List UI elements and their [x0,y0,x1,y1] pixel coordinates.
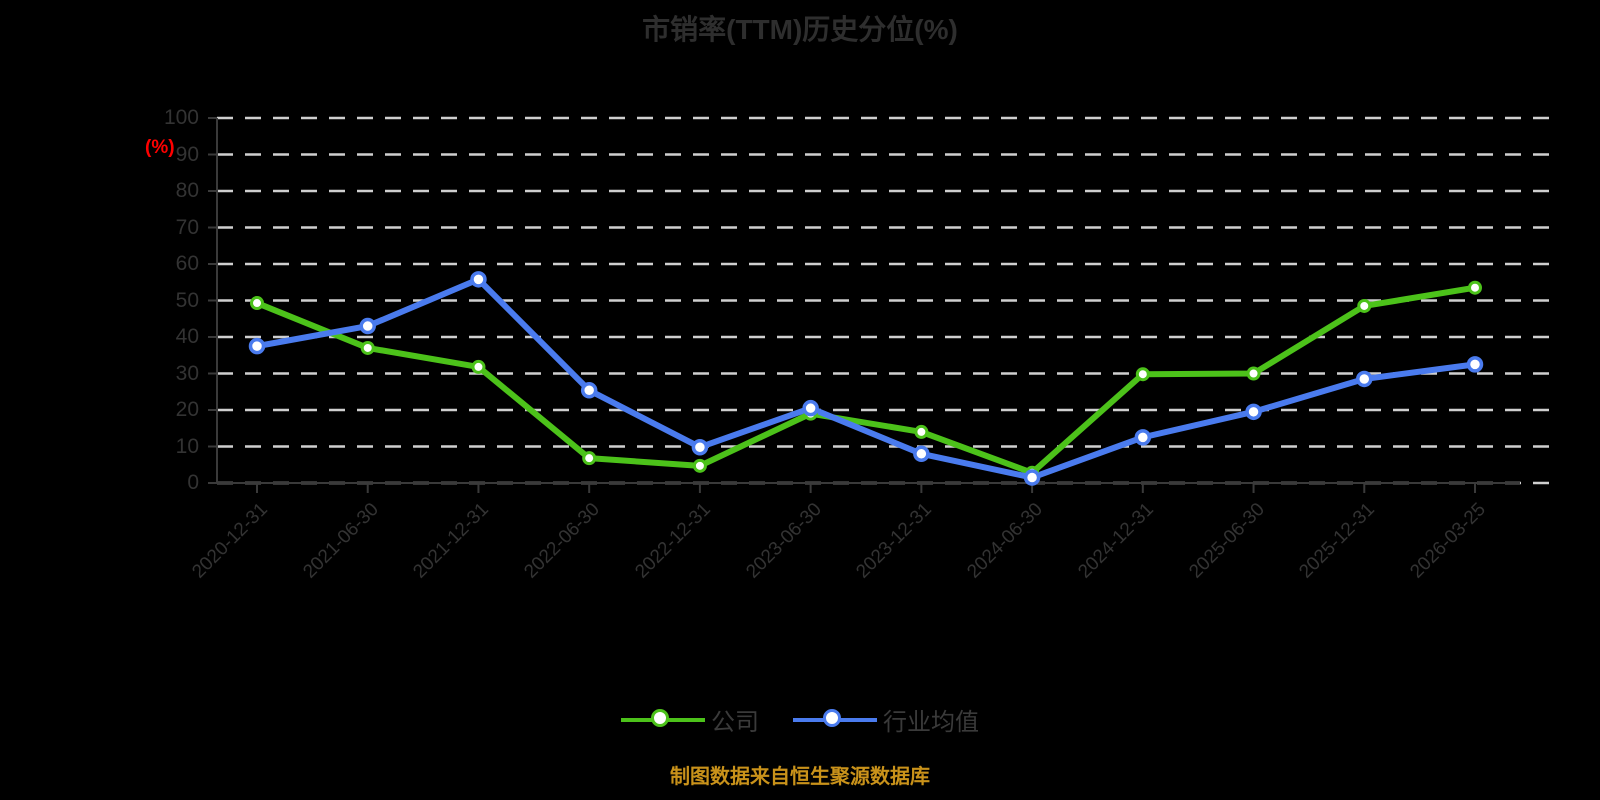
legend-label-company: 公司 [711,709,759,736]
legend-label-industry-average: 行业均值 [883,709,979,736]
series-line-industry-average [254,276,1478,481]
series-points-group [248,271,1484,486]
data-point[interactable] [1023,469,1041,486]
legend-item-company[interactable]: 公司 [621,702,759,737]
data-point[interactable] [1134,429,1152,446]
y-tick-label: 100 [163,106,199,129]
y-tick-label: 70 [175,215,199,239]
y-tick-label: 0 [187,471,199,494]
footer-source-note: 制图数据来自恒生聚源数据库 [670,766,930,788]
chart-title: 市销率(TTM)历史分位(%) [642,14,958,45]
data-point[interactable] [692,458,707,473]
data-point[interactable] [1357,298,1372,313]
y-tick-label: 40 [175,325,199,348]
data-point[interactable] [1246,366,1261,381]
data-point[interactable] [250,296,264,311]
data-point[interactable] [248,337,266,355]
data-point[interactable] [580,382,598,399]
data-point[interactable] [1468,280,1482,295]
y-tick-label: 50 [175,288,199,312]
data-point[interactable] [802,399,819,417]
data-point[interactable] [471,359,486,374]
series-lines-group [254,276,1478,481]
data-point[interactable] [913,445,930,463]
data-point[interactable] [359,317,376,335]
y-tick-label: 20 [175,398,199,421]
y-tick-label: 10 [175,434,199,458]
data-point[interactable] [914,424,929,439]
x-ticks-group [256,483,1476,493]
y-tick-label: 30 [175,361,199,385]
y-tick-label: 90 [175,142,199,166]
y-axis-unit-label: (%) [145,137,175,158]
data-point[interactable] [1356,370,1373,388]
legend-marker-company-icon [621,707,705,733]
chart-legend: 公司 行业均值 [0,702,1600,737]
y-tick-label: 80 [175,179,199,202]
data-point[interactable] [691,438,709,456]
data-point[interactable] [360,340,375,355]
legend-item-industry-average[interactable]: 行业均值 [793,702,979,737]
y-ticks-group [208,117,217,484]
data-point[interactable] [1135,367,1150,382]
series-line-company [254,284,1478,476]
y-tick-label: 60 [175,252,199,275]
data-point[interactable] [582,451,597,466]
data-point[interactable] [1466,356,1484,373]
legend-marker-industry-average-icon [793,707,877,733]
data-point[interactable] [1245,403,1262,421]
data-point[interactable] [470,271,487,288]
